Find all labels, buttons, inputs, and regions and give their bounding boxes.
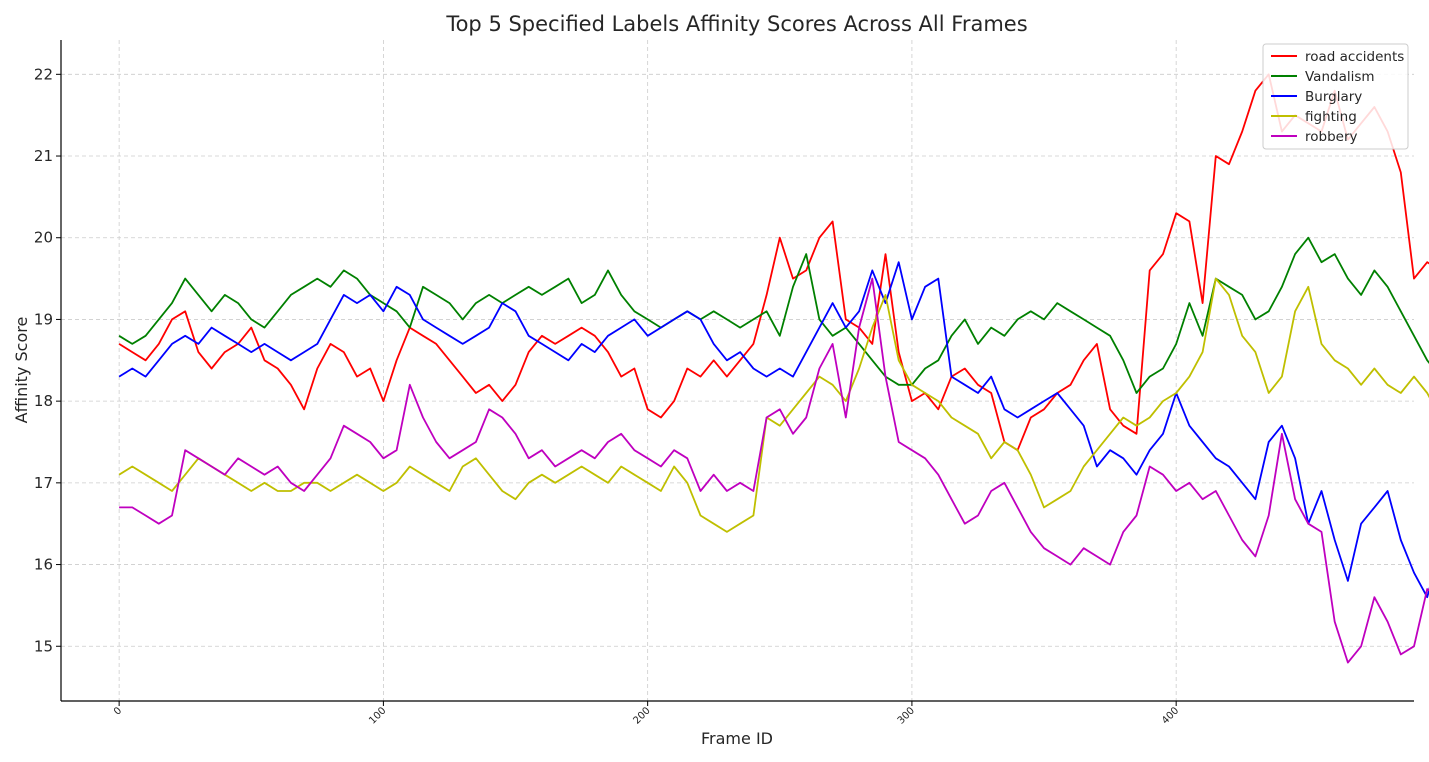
y-tick-label: 16 [34,556,53,574]
y-tick-label: 17 [34,474,53,492]
legend-label-road-accidents: road accidents [1305,49,1404,65]
legend: road accidents Vandalism Burglary fighting r… [1262,43,1409,150]
legend-label-vandalism: Vandalism [1305,69,1375,85]
x-tick-label: 200 [631,705,652,726]
series-line-burglary [118,261,1429,599]
grid-lines [61,40,1414,701]
series-lines [118,73,1429,664]
x-axis-ticks: 0 100 200 300 400 [112,701,1181,727]
y-tick-label: 21 [34,147,53,165]
y-tick-label: 19 [34,310,53,328]
x-tick-label: 300 [896,705,917,726]
legend-label-burglary: Burglary [1305,89,1362,105]
chart-title: Top 5 Specified Labels Affinity Scores A… [445,12,1027,36]
x-tick-label: 0 [112,705,124,717]
series-line-fighting [118,277,1429,533]
y-tick-label: 18 [34,392,53,410]
y-tick-label: 22 [34,65,53,83]
y-tick-label: 20 [34,229,53,247]
series-line-robbery [119,277,1429,664]
x-axis-label: Frame ID [701,729,773,748]
y-tick-label: 15 [34,637,53,655]
x-tick-label: 400 [1160,705,1181,726]
series-line-road-accidents [118,73,1429,452]
series-line-vandalism [118,236,1429,394]
legend-box [1262,43,1409,150]
y-axis-label: Affinity Score [12,317,31,424]
legend-label-robbery: robbery [1305,129,1358,145]
y-axis-ticks: 15 16 17 18 19 20 21 22 [34,65,61,655]
x-tick-label: 100 [367,705,388,726]
legend-label-fighting: fighting [1305,109,1357,125]
